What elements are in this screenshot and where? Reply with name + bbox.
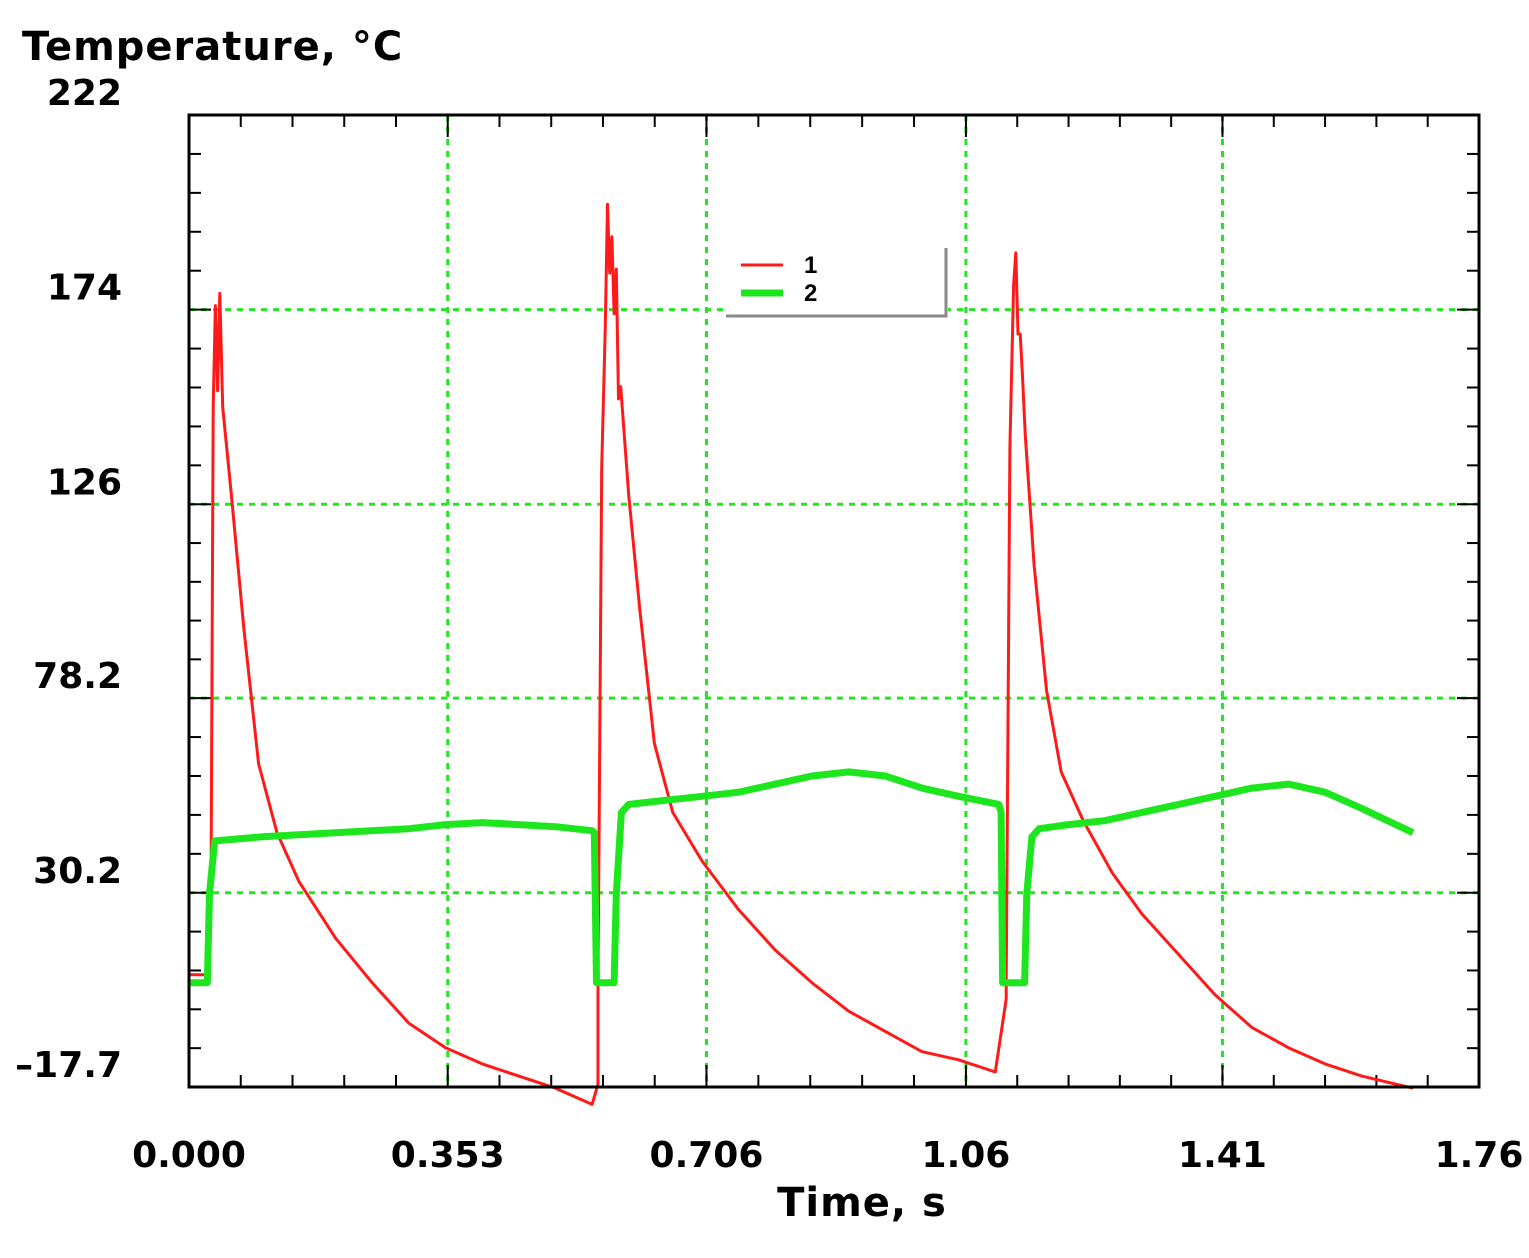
y-axis-title: Temperature, °C: [22, 24, 403, 70]
legend-label-1: 1: [804, 252, 817, 279]
y-tick-label: 174: [47, 268, 122, 309]
y-tick-label: 78.2: [33, 656, 122, 697]
series-group: [189, 202, 1415, 1106]
x-tick-labels: 0.000 0.353 0.706 1.06 1.41 1.76: [132, 1135, 1523, 1176]
x-tick-label: 1.06: [922, 1135, 1011, 1176]
series-line-2: [189, 768, 1415, 987]
plot-frame: [187, 113, 1481, 1089]
x-tick-label: 0.706: [650, 1135, 764, 1176]
y-tick-labels: –17.7 30.2 78.2 126 174 222: [15, 73, 122, 1086]
legend-label-2: 2: [804, 280, 817, 307]
x-axis-title: Time, s: [777, 1180, 947, 1226]
legend: 1 2: [724, 248, 948, 318]
grid: [189, 115, 1479, 1087]
x-tick-label: 0.353: [391, 1135, 505, 1176]
y-tick-label: 126: [47, 462, 122, 503]
y-tick-label: –17.7: [15, 1045, 122, 1086]
x-tick-label: 1.41: [1178, 1135, 1267, 1176]
x-tick-label: 1.76: [1435, 1135, 1524, 1176]
series-line-1: [189, 202, 1414, 1106]
legend-box: [724, 248, 948, 318]
legend-box-shadow: [726, 248, 948, 318]
y-tick-label: 30.2: [33, 851, 122, 892]
x-tick-label: 0.000: [132, 1135, 246, 1176]
y-tick-label: 222: [47, 73, 122, 114]
